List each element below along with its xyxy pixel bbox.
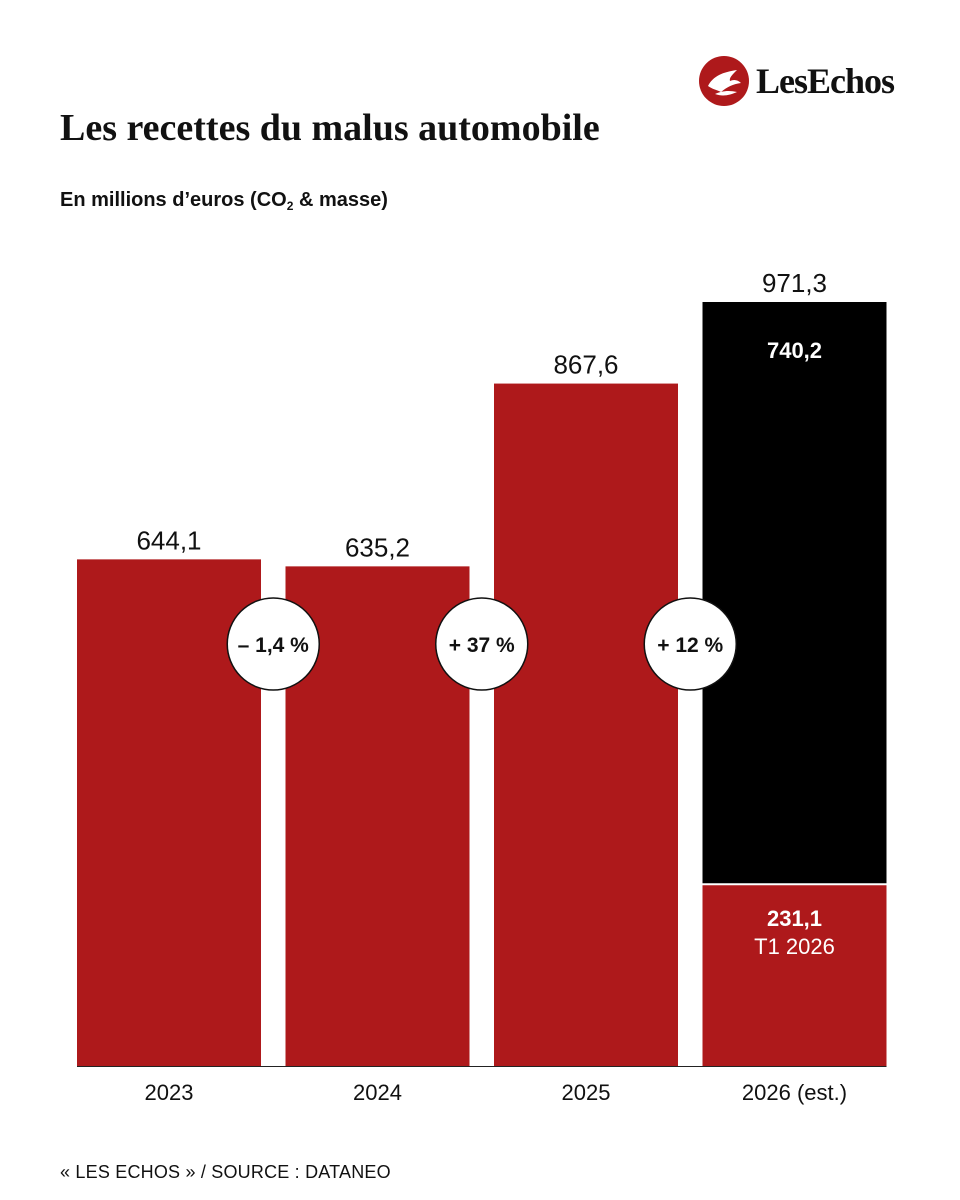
chart-title: Les recettes du malus automobile (60, 107, 600, 149)
subtitle-subscript: 2 (286, 199, 294, 213)
segment-label-q1-value: 231,1 (767, 906, 822, 931)
total-label-2026-est: 971,3 (762, 268, 827, 298)
change-label-3: + 12 % (657, 634, 723, 657)
total-label-2024: 635,2 (345, 532, 410, 562)
bar-2026-est-seg-1 (702, 302, 887, 885)
source-note: « LES ECHOS » / SOURCE : DATANEO (60, 1162, 391, 1182)
segment-label-q1-period: T1 2026 (754, 934, 835, 959)
brand-name: LesEchos (756, 61, 895, 101)
chart-subtitle: En millions d’euros (CO2 & masse) (60, 186, 388, 214)
total-label-2023: 644,1 (136, 525, 201, 555)
change-bubble-3 (643, 597, 737, 691)
category-label-2026-est: 2026 (est.) (742, 1080, 847, 1105)
change-label-1: – 1,4 % (238, 634, 310, 657)
bar-2025-seg-0 (494, 383, 678, 1066)
les-echos-logo-icon (699, 56, 749, 106)
change-label-2: + 37 % (449, 634, 515, 657)
change-bubble-2 (435, 597, 529, 691)
category-label-2024: 2024 (353, 1080, 402, 1105)
bar-2026-est-seg-0 (702, 884, 887, 1066)
subtitle-suffix: & masse) (293, 189, 388, 211)
total-label-2025: 867,6 (553, 350, 618, 380)
category-label-2023: 2023 (145, 1080, 194, 1105)
subtitle-prefix: En millions d’euros (CO (60, 189, 287, 211)
brand-logo: LesEchos (699, 56, 929, 106)
segment-label-forecast: 740,2 (767, 338, 822, 363)
change-bubble-1 (226, 597, 320, 691)
category-label-2025: 2025 (562, 1080, 611, 1105)
